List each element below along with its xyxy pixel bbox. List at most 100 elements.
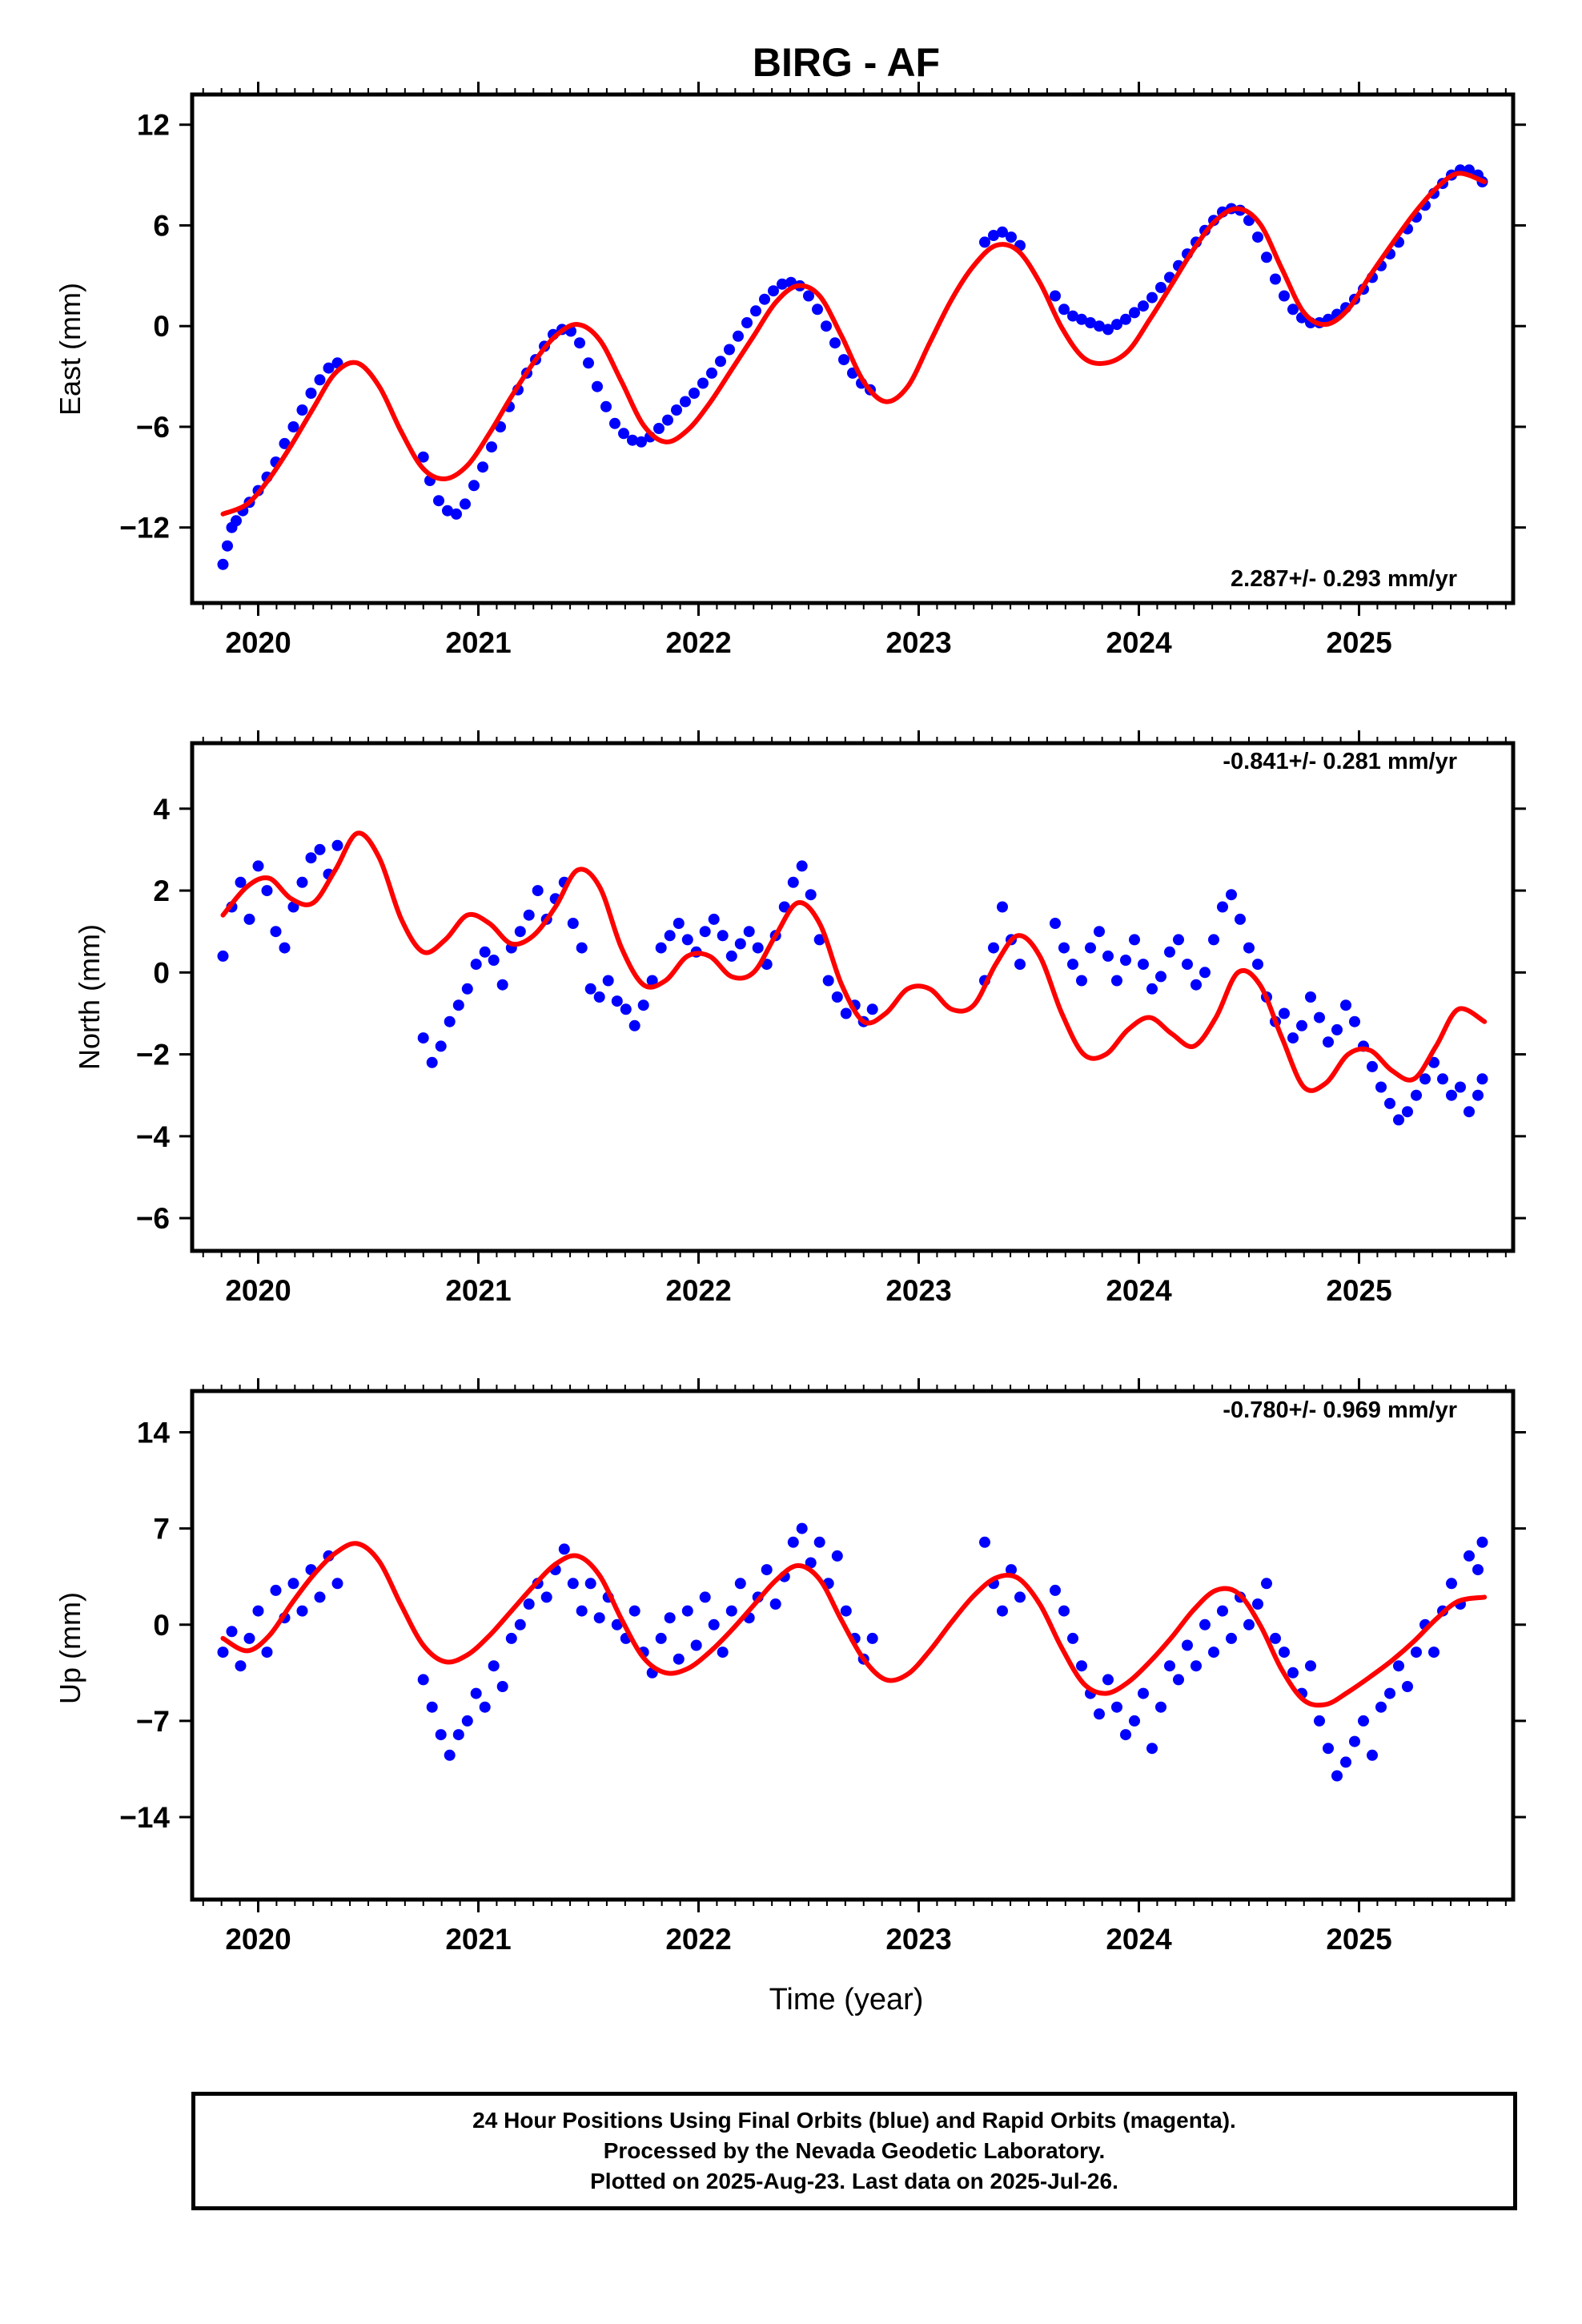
data-point bbox=[734, 1578, 746, 1590]
data-point bbox=[331, 1578, 343, 1590]
y-tick-label: −6 bbox=[136, 411, 170, 444]
data-point bbox=[435, 1040, 447, 1052]
data-point bbox=[717, 930, 729, 942]
data-point bbox=[1155, 971, 1166, 983]
data-point bbox=[1111, 975, 1122, 987]
data-point bbox=[655, 942, 667, 954]
data-point bbox=[600, 400, 612, 412]
data-point bbox=[1446, 1578, 1457, 1590]
data-point bbox=[1208, 934, 1219, 946]
data-point bbox=[451, 508, 462, 520]
data-point bbox=[777, 278, 788, 290]
data-point bbox=[532, 885, 544, 897]
data-point bbox=[681, 1605, 693, 1617]
data-point bbox=[417, 1032, 429, 1044]
data-point bbox=[627, 434, 638, 446]
data-point bbox=[1243, 1618, 1255, 1630]
data-point bbox=[1476, 1536, 1488, 1548]
data-point bbox=[1464, 1550, 1475, 1562]
data-point bbox=[1129, 1715, 1140, 1727]
data-point bbox=[442, 505, 453, 517]
data-point bbox=[778, 901, 790, 913]
data-point bbox=[1367, 1749, 1378, 1761]
data-point bbox=[1102, 1674, 1114, 1686]
data-point bbox=[1411, 1647, 1422, 1659]
data-point bbox=[296, 404, 308, 416]
data-point bbox=[611, 995, 623, 1007]
data-point bbox=[741, 317, 753, 328]
data-point bbox=[602, 975, 614, 987]
data-point bbox=[1085, 317, 1096, 328]
data-point bbox=[1375, 1701, 1387, 1713]
data-point bbox=[1270, 1632, 1281, 1644]
data-point bbox=[1476, 1073, 1488, 1085]
data-point bbox=[1252, 959, 1263, 971]
data-point bbox=[235, 876, 247, 888]
x-tick-label: 2025 bbox=[1326, 626, 1391, 659]
data-point bbox=[231, 515, 242, 527]
data-point bbox=[655, 1632, 667, 1644]
xlabel-time: Time (year) bbox=[769, 1983, 924, 2016]
x-tick-label: 2020 bbox=[225, 1923, 291, 1956]
data-point bbox=[1279, 1647, 1290, 1659]
x-tick-label: 2023 bbox=[885, 1274, 951, 1307]
data-point bbox=[715, 356, 726, 368]
data-point bbox=[1287, 304, 1299, 316]
data-point bbox=[759, 293, 770, 305]
data-point bbox=[1199, 1618, 1211, 1630]
data-point bbox=[637, 999, 649, 1011]
data-point bbox=[1402, 1681, 1413, 1692]
data-point bbox=[1428, 1056, 1439, 1068]
data-point bbox=[813, 934, 825, 946]
data-point bbox=[1146, 1743, 1158, 1755]
data-point bbox=[628, 1019, 640, 1031]
data-point bbox=[270, 1584, 282, 1596]
data-point bbox=[662, 414, 673, 426]
data-point bbox=[1279, 290, 1290, 302]
data-point bbox=[1340, 1756, 1351, 1768]
y-tick-label: −4 bbox=[136, 1120, 171, 1153]
chart-title: BIRG - AF bbox=[753, 40, 940, 85]
y-tick-label: −6 bbox=[136, 1202, 170, 1235]
data-point bbox=[1050, 918, 1061, 929]
data-point bbox=[261, 885, 273, 897]
data-point bbox=[488, 955, 500, 966]
data-point bbox=[680, 396, 691, 408]
caption-box: 24 Hour Positions Using Final Orbits (bl… bbox=[191, 2092, 1517, 2210]
x-tick-label: 2020 bbox=[225, 1274, 291, 1307]
data-point bbox=[1094, 1708, 1105, 1720]
data-point bbox=[812, 304, 823, 316]
data-point bbox=[1058, 304, 1070, 316]
data-point bbox=[1323, 1036, 1334, 1048]
data-point bbox=[1173, 934, 1184, 946]
data-point bbox=[1287, 1032, 1299, 1044]
data-point bbox=[636, 436, 647, 448]
data-point bbox=[452, 1729, 464, 1741]
data-point bbox=[461, 1715, 473, 1727]
data-point bbox=[787, 1536, 799, 1548]
data-point bbox=[279, 942, 291, 954]
data-point bbox=[1270, 273, 1281, 285]
data-point bbox=[1217, 901, 1228, 913]
data-point bbox=[1411, 1089, 1422, 1101]
ylabel-north: North (mm) bbox=[73, 924, 106, 1070]
data-point bbox=[1164, 946, 1175, 958]
data-point bbox=[1067, 1632, 1078, 1644]
data-point bbox=[1464, 1106, 1475, 1118]
data-point bbox=[1094, 320, 1105, 332]
data-point bbox=[1120, 955, 1131, 966]
data-point bbox=[1182, 959, 1193, 971]
data-point bbox=[1146, 983, 1158, 995]
data-point bbox=[1199, 967, 1211, 979]
data-point bbox=[468, 480, 480, 492]
data-point bbox=[664, 1612, 676, 1624]
y-tick-label: 0 bbox=[153, 956, 170, 989]
data-point bbox=[699, 926, 711, 938]
points-series bbox=[217, 839, 1488, 1126]
plot-frame bbox=[190, 741, 1516, 1253]
data-point bbox=[1393, 1660, 1404, 1672]
fit-curve bbox=[220, 1541, 1488, 1708]
data-point bbox=[1323, 1743, 1334, 1755]
data-point bbox=[1111, 319, 1122, 331]
